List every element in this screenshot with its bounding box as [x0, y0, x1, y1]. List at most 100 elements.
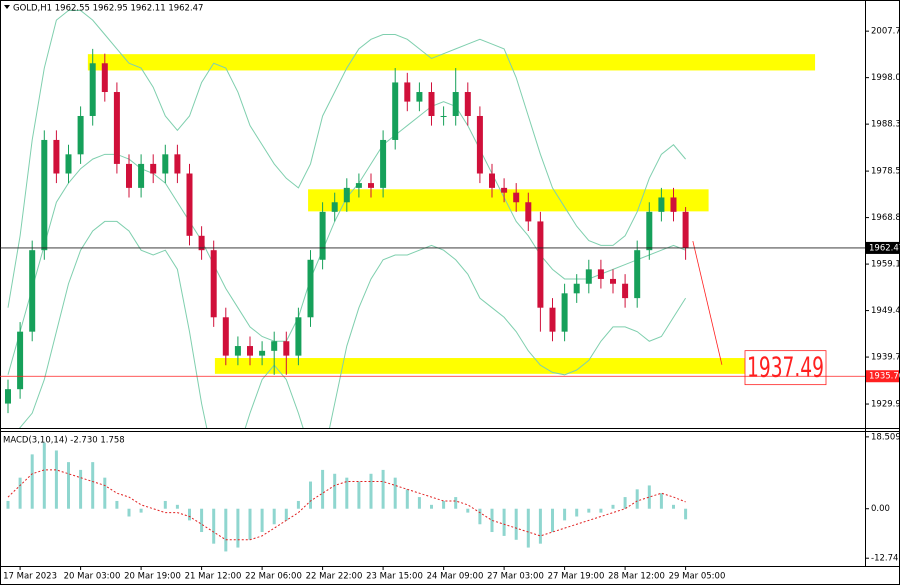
y-tick-label: 1949.40 [871, 306, 900, 316]
macd-bar [417, 497, 421, 509]
candle-body [174, 154, 181, 174]
macd-bar [188, 508, 191, 521]
candle-body [138, 163, 145, 188]
macd-bar [333, 473, 337, 509]
macd-bar [224, 508, 228, 552]
band-lower [19, 220, 687, 428]
macd-bar [442, 500, 446, 509]
macd-bar [623, 497, 627, 509]
macd-bar [551, 508, 554, 533]
macd-bar [381, 469, 385, 509]
macd-bar [357, 481, 361, 509]
forecast-arrow [692, 240, 723, 365]
macd-bar [587, 508, 591, 513]
candle-body [271, 341, 278, 351]
candle-body [404, 82, 411, 102]
macd-bar [599, 508, 603, 513]
macd-bar [296, 500, 300, 509]
candle-body [585, 269, 592, 284]
candle-body [210, 250, 217, 318]
x-tick-label: 27 Mar 19:00 [548, 572, 605, 582]
x-tick-label: 20 Mar 03:00 [64, 572, 121, 582]
macd-bar [54, 450, 58, 509]
candle-body [331, 202, 338, 212]
x-tick-label: 21 Mar 12:00 [185, 572, 242, 582]
candle-body [501, 187, 508, 193]
y-tick-label: -12.745 [871, 554, 900, 564]
macd-bar [466, 508, 470, 513]
price-plot [5, 10, 816, 428]
macd-bar [163, 500, 167, 509]
candle-body [573, 283, 580, 294]
zone [214, 358, 745, 374]
candle-body [29, 250, 36, 332]
macd-bar [127, 508, 131, 517]
current-price-box [866, 241, 899, 254]
candle-body [549, 307, 556, 332]
macd-bar [18, 477, 22, 509]
menu-icon [4, 5, 10, 9]
macd-bar [212, 508, 216, 544]
macd-bar [563, 508, 567, 521]
macd-bar [478, 508, 482, 525]
macd-bar [538, 508, 542, 544]
macd-bar [526, 508, 530, 548]
candle-body [368, 183, 374, 188]
candle-body [319, 211, 326, 260]
target-box [744, 350, 827, 386]
macd-bar [393, 477, 397, 509]
y-tick-label: 1998.00 [871, 73, 900, 83]
signal-line [7, 469, 686, 541]
candle-body [416, 92, 423, 102]
candle-body [489, 173, 495, 188]
candle-body [222, 317, 229, 356]
candle-body [89, 63, 96, 116]
y-tick-label: 1978.50 [871, 167, 900, 177]
macd-bar [30, 454, 34, 509]
target-label: 1937.49 [747, 351, 824, 384]
candle-body [343, 187, 350, 203]
candle-body [186, 173, 193, 236]
candle-body [234, 346, 241, 356]
candle-body [295, 317, 302, 356]
macd-bar [175, 504, 179, 509]
macd-bar [514, 508, 518, 540]
macd-bar [115, 500, 119, 509]
level-box [866, 370, 899, 383]
candle-body [622, 283, 629, 299]
macd-bar [321, 469, 325, 509]
candle-body [101, 63, 108, 93]
candle-body [283, 341, 290, 356]
candle-body [126, 163, 132, 188]
macd-bar [647, 485, 651, 509]
macd-bar [454, 497, 458, 509]
x-tick-label: 28 Mar 12:00 [608, 572, 665, 582]
macd-bar [248, 508, 252, 540]
macd-bar [672, 504, 675, 509]
macd-bar [369, 473, 373, 509]
candle-body [5, 389, 11, 404]
candle-body [537, 221, 544, 308]
candle-body [597, 269, 604, 279]
candle-body [440, 115, 447, 117]
candle-body [464, 92, 471, 116]
y-tick-label: 1929.90 [871, 400, 900, 410]
x-tick-label: 23 Mar 15:00 [366, 572, 423, 582]
macd-title: MACD(3,10,14) -2.730 1.758 [3, 436, 125, 446]
level-label: 1935.70 [869, 372, 900, 382]
zone [308, 189, 709, 212]
candle-body [646, 211, 653, 251]
candle-body [682, 211, 689, 248]
macd-bar [103, 477, 107, 509]
x-tick-label: 29 Mar 05:00 [669, 572, 726, 582]
macd-bar [6, 500, 10, 509]
macd-bar [309, 481, 312, 509]
candle-body [670, 197, 677, 212]
candle-body [307, 259, 314, 318]
x-tick-label: 27 Mar 03:00 [487, 572, 544, 582]
y-tick-label: 1988.30 [871, 120, 900, 130]
candle-body [355, 183, 362, 188]
candle-body [476, 115, 483, 174]
macd-bar [236, 508, 240, 548]
